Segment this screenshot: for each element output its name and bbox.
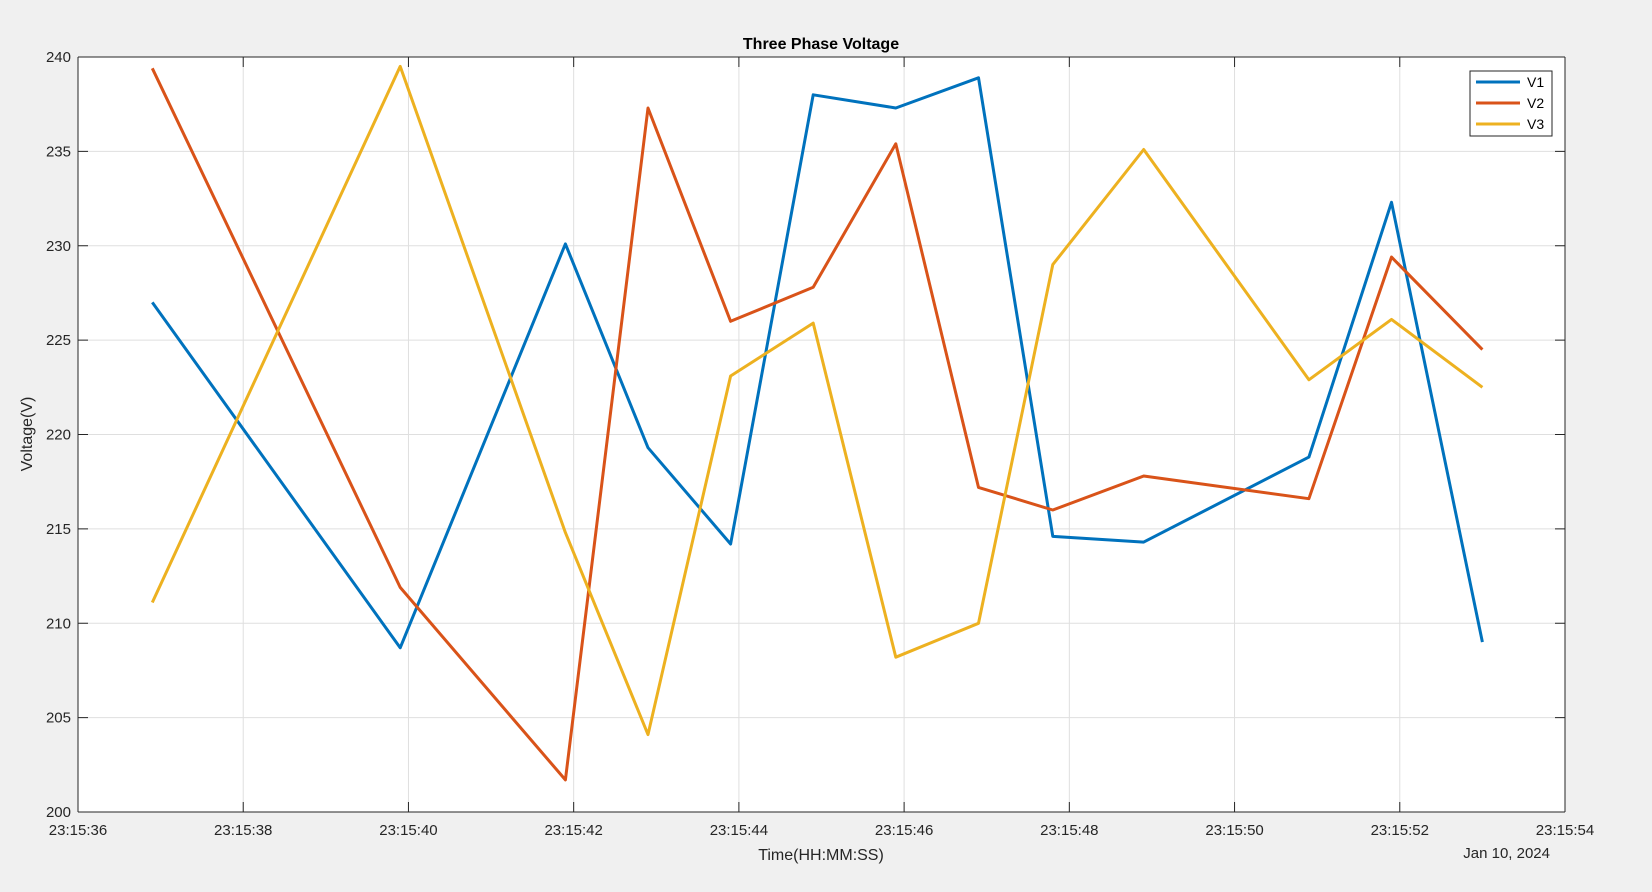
x-tick-label: 23:15:46 — [875, 822, 933, 839]
x-tick-label: 23:15:40 — [379, 822, 437, 839]
x-tick-label: 23:15:52 — [1371, 822, 1429, 839]
series-group — [150, 64, 1484, 782]
chart-title: Three Phase Voltage — [743, 36, 899, 53]
x-tick-label: 23:15:38 — [214, 822, 272, 839]
legend-label-v2: V2 — [1527, 95, 1544, 111]
y-tick-label: 230 — [46, 238, 71, 255]
y-tick-label: 210 — [46, 615, 71, 632]
legend: V1 V2 V3 — [1469, 70, 1553, 137]
x-tick-label: 23:15:50 — [1205, 822, 1263, 839]
axes — [77, 56, 1566, 813]
y-tick-label: 240 — [46, 49, 71, 66]
x-tick-label: 23:15:44 — [710, 822, 768, 839]
x-tick-label: 23:15:42 — [544, 822, 602, 839]
x-tick-label: 23:15:54 — [1536, 822, 1594, 839]
x-tick-label: 23:15:48 — [1040, 822, 1098, 839]
tick-labels: 23:15:36 23:15:38 23:15:40 23:15:42 23:15:44… — [46, 49, 1594, 839]
y-tick-label: 205 — [46, 710, 71, 727]
series-line-v3 — [150, 64, 1484, 737]
y-tick-label: 200 — [46, 804, 71, 821]
legend-label-v3: V3 — [1527, 116, 1544, 132]
date-label: Jan 10, 2024 — [1463, 845, 1550, 862]
y-tick-label: 225 — [46, 332, 71, 349]
y-tick-label: 215 — [46, 521, 71, 538]
series-line-v1 — [151, 76, 1484, 650]
legend-label-v1: V1 — [1527, 74, 1544, 90]
y-tick-label: 220 — [46, 427, 71, 444]
y-axis-label: Voltage(V) — [19, 397, 36, 472]
x-tick-label: 23:15:36 — [49, 822, 107, 839]
x-axis-label: Time(HH:MM:SS) — [758, 847, 884, 864]
series-line-v2 — [150, 67, 1484, 782]
y-tick-label: 235 — [46, 143, 71, 160]
